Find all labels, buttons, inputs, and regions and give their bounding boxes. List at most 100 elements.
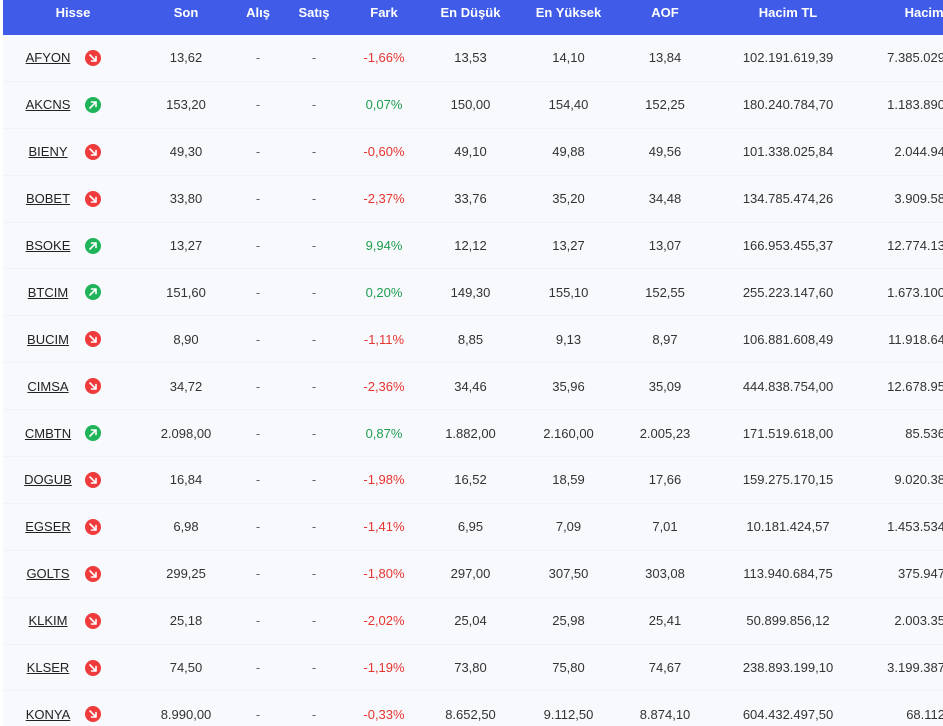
ticker-link[interactable]: BIENY [28,144,68,160]
table-row: GOLTS 299,25 - - -1,80% 297,00 307,50 30… [3,551,943,598]
hacim-lot-cell: 1.673.100 [887,284,943,300]
ticker-link[interactable]: DOGUB [24,472,72,488]
alis-cell: - [255,566,261,582]
alis-cell: - [255,331,261,347]
hacim-tl-cell: 106.881.608,49 [742,331,834,347]
hisse-cell: CIMSA [3,378,143,395]
alis-cell: - [255,50,261,66]
hacim-lot-cell: 85.536 [905,425,943,441]
fark-cell: 0,20% [365,284,403,300]
alis-cell: - [255,660,261,676]
en-dusuk-cell: 6,95 [457,519,484,535]
son-cell: 151,60 [166,284,206,300]
table-row: KLKIM 25,18 - - -2,02% 25,04 25,98 25,41… [3,598,943,645]
en-dusuk-cell: 12,12 [454,238,487,253]
column-header-en-yuksek[interactable]: En Yüksek [535,5,602,20]
son-cell: 74,50 [169,660,203,676]
alis-cell: - [255,284,261,300]
hacim-tl-cell: 10.181.424,57 [746,519,830,535]
ticker-link[interactable]: KLKIM [28,613,68,629]
en-dusuk-cell: 1.882,00 [445,425,496,441]
arrow-up-right-icon [85,425,101,442]
son-cell: 49,30 [169,144,203,160]
hacim-tl-cell: 134.785.474,26 [742,191,834,207]
en-yuksek-cell: 9.112,50 [543,706,594,722]
hisse-cell: KLKIM [3,612,143,629]
ticker-link[interactable]: BTCIM [27,284,69,300]
hacim-lot-cell: 11.918.64 [888,331,943,347]
hacim-tl-cell: 101.338.025,84 [742,144,834,160]
son-cell: 8,90 [173,331,199,347]
ticker-link[interactable]: BOBET [25,191,71,207]
column-header-en-dusuk[interactable]: En Düşük [440,5,501,20]
hacim-lot-cell: 68.112 [906,706,943,722]
hisse-cell: KONYA [3,706,143,723]
aof-cell: 25,41 [648,613,682,629]
hisse-cell: BUCIM [3,331,143,348]
son-cell: 153,20 [166,97,206,113]
stock-table: Hisse Son Alış Satış Fark En Düşük En Yü… [3,0,943,726]
fark-cell: -2,37% [363,191,405,207]
ticker-link[interactable]: KONYA [25,706,71,722]
hacim-tl-cell: 113.940.684,75 [743,566,833,582]
hacim-tl-cell: 180.240.784,70 [742,97,834,113]
arrow-down-right-icon [85,518,101,535]
ticker-link[interactable]: CIMSA [27,378,69,394]
en-dusuk-cell: 149,30 [450,284,491,300]
column-header-fark[interactable]: Fark [370,5,398,20]
fark-cell: -2,02% [363,613,405,629]
satis-cell: - [311,566,317,582]
table-row: BTCIM 151,60 - - 0,20% 149,30 155,10 152… [3,269,943,317]
hisse-cell: CMBTN [3,425,143,442]
table-row: AFYON 13,62 - - -1,66% 13,53 14,10 13,84… [3,35,943,82]
aof-cell: 13,07 [648,238,682,253]
hacim-lot-cell: 375.947 [898,566,943,582]
arrow-down-right-icon [85,565,101,582]
satis-cell: - [311,97,317,113]
table-row: CIMSA 34,72 - - -2,36% 34,46 35,96 35,09… [3,363,943,411]
ticker-link[interactable]: CMBTN [24,425,72,441]
table-row: AKCNS 153,20 - - 0,07% 150,00 154,40 152… [3,82,943,129]
hacim-lot-cell: 3.199.387 [887,660,943,676]
alis-cell: - [255,613,261,629]
en-yuksek-cell: 14,10 [552,50,585,66]
ticker-link[interactable]: KLSER [26,660,70,676]
hacim-lot-cell: 1.453.534 [887,519,943,535]
satis-cell: - [311,191,317,207]
alis-cell: - [255,472,261,488]
arrow-down-right-icon [85,143,101,160]
column-header-son[interactable]: Son [173,5,199,20]
aof-cell: 152,25 [645,97,685,113]
hacim-tl-cell: 238.893.199,10 [742,660,834,676]
column-header-hisse[interactable]: Hisse [55,5,91,20]
hisse-cell: BOBET [3,190,143,207]
son-cell: 13,27 [169,238,203,253]
satis-cell: - [311,613,317,629]
column-header-satis[interactable]: Satış [298,5,330,20]
hacim-tl-cell: 166.953.455,37 [742,238,834,253]
table-row: BOBET 33,80 - - -2,37% 33,76 35,20 34,48… [3,176,943,223]
ticker-link[interactable]: BUCIM [27,331,69,347]
ticker-link[interactable]: AFYON [25,50,71,66]
ticker-link[interactable]: AKCNS [25,97,71,113]
arrow-up-right-icon [85,284,101,301]
aof-cell: 74,67 [648,660,682,676]
en-dusuk-cell: 8.652,50 [445,706,496,722]
en-yuksek-cell: 155,10 [548,284,589,300]
column-header-aof[interactable]: AOF [651,5,679,20]
ticker-link[interactable]: GOLTS [26,566,70,582]
table-row: DOGUB 16,84 - - -1,98% 16,52 18,59 17,66… [3,457,943,504]
column-header-hacim-tl[interactable]: Hacim TL [758,5,818,20]
hisse-cell: DOGUB [3,471,143,488]
en-dusuk-cell: 34,46 [454,378,487,394]
column-header-hacim-lot[interactable]: Hacim Lot [904,5,943,20]
hacim-tl-cell: 102.191.619,39 [742,50,834,66]
column-header-alis[interactable]: Alış [246,5,270,20]
son-cell: 33,80 [169,191,203,207]
hacim-lot-cell: 2.044.94 [894,144,943,160]
son-cell: 299,25 [166,566,206,582]
ticker-link[interactable]: EGSER [25,519,71,535]
fark-cell: -1,80% [363,566,405,582]
ticker-link[interactable]: BSOKE [25,238,71,253]
fark-cell: -1,66% [363,50,405,66]
